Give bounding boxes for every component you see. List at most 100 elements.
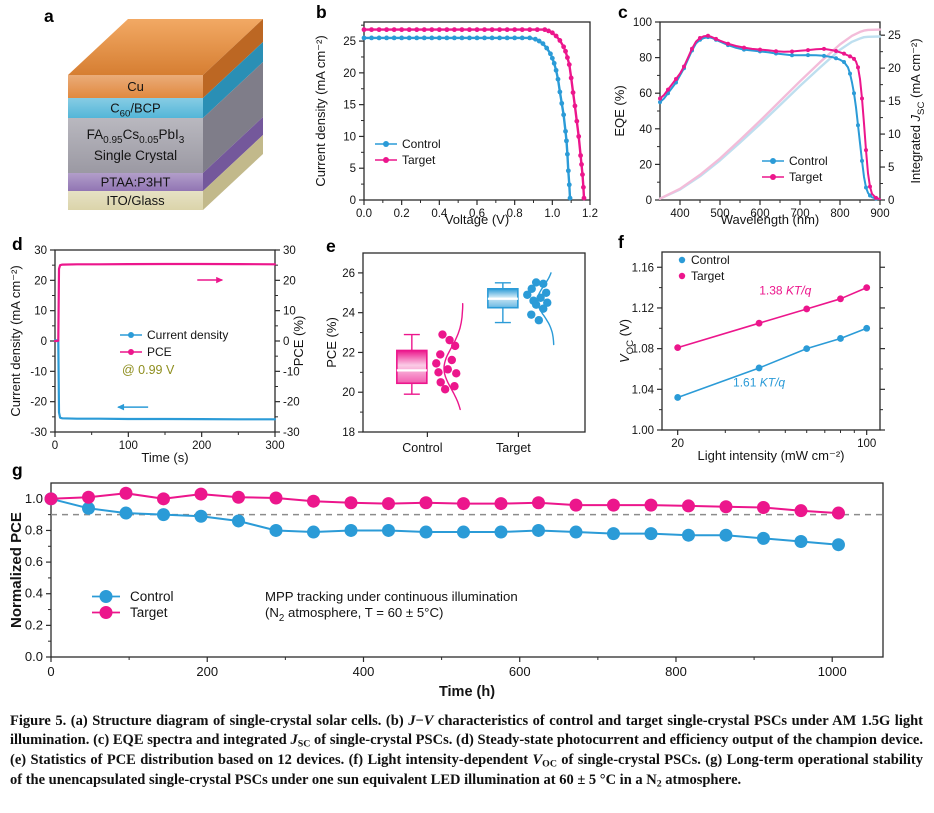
- svg-text:22: 22: [342, 347, 355, 359]
- svg-text:300: 300: [265, 440, 284, 452]
- caption-segment: OC: [542, 758, 557, 770]
- caption-segment: Figure 5. (a) Structure diagram of singl…: [10, 713, 409, 729]
- svg-text:@ 0.99 V: @ 0.99 V: [122, 363, 175, 377]
- panel-d-steady-state-chart: 0 100 200 300-30-20-100102030-30-20-1001020…: [8, 245, 306, 465]
- svg-text:Control: Control: [402, 137, 441, 151]
- svg-text:1.38 KT/q: 1.38 KT/q: [759, 284, 811, 298]
- panel-b-label: b: [316, 2, 327, 22]
- svg-text:Target: Target: [496, 441, 531, 455]
- svg-text:-30: -30: [30, 427, 47, 439]
- svg-text:Current density (mA cm⁻²): Current density (mA cm⁻²): [8, 265, 23, 416]
- svg-text:700: 700: [790, 208, 809, 220]
- svg-text:60: 60: [639, 88, 652, 100]
- svg-text:400: 400: [670, 208, 689, 220]
- svg-text:0.2: 0.2: [25, 617, 43, 632]
- svg-text:600: 600: [509, 664, 531, 679]
- svg-text:900: 900: [870, 208, 889, 220]
- svg-text:1.04: 1.04: [632, 384, 655, 396]
- svg-text:200: 200: [192, 440, 211, 452]
- svg-text:20: 20: [283, 275, 296, 287]
- caption-segment: V: [532, 751, 543, 768]
- svg-text:ITO/Glass: ITO/Glass: [106, 193, 165, 208]
- panel-c-eqe-chart: 400 500 600 700 800 9000204060801000510152025…: [612, 17, 927, 227]
- svg-text:5: 5: [350, 163, 356, 175]
- svg-text:Time (s): Time (s): [141, 450, 188, 465]
- svg-text:0: 0: [646, 195, 652, 207]
- svg-text:Target: Target: [789, 170, 823, 184]
- svg-text:PCE (%): PCE (%): [291, 316, 306, 367]
- svg-text:PTAA:P3HT: PTAA:P3HT: [101, 175, 171, 190]
- svg-text:20: 20: [671, 438, 684, 450]
- svg-text:18: 18: [342, 427, 355, 439]
- svg-text:Cu: Cu: [127, 79, 144, 94]
- svg-text:0.6: 0.6: [25, 554, 43, 569]
- caption-segment: 2: [656, 778, 662, 790]
- svg-text:100: 100: [633, 17, 652, 29]
- svg-text:10: 10: [283, 306, 296, 318]
- svg-text:-20: -20: [283, 397, 300, 409]
- svg-text:20: 20: [34, 275, 47, 287]
- svg-text:24: 24: [342, 308, 355, 320]
- panel-d-label: d: [12, 234, 23, 254]
- caption-segment: SC: [297, 738, 311, 750]
- svg-text:Control: Control: [691, 253, 730, 267]
- caption-segment: J: [290, 731, 298, 748]
- caption-segment: of single-crystal PSCs. (g) Long-term op…: [10, 751, 923, 789]
- svg-text:25: 25: [888, 30, 901, 42]
- svg-text:Wavelength (nm): Wavelength (nm): [721, 212, 820, 227]
- panel-b-jv-chart: 0.0 0.2 0.4 0.6 0.8 1.0 1.2 0 5 10 15 20 25 Voltage (…: [313, 21, 598, 227]
- svg-text:PCE (%): PCE (%): [325, 317, 339, 368]
- svg-text:1.08: 1.08: [632, 344, 654, 356]
- svg-text:0: 0: [283, 336, 289, 348]
- svg-text:Current density (mA cm⁻²): Current density (mA cm⁻²): [313, 35, 328, 186]
- svg-text:PCE: PCE: [147, 345, 172, 359]
- panel-a-label: a: [44, 6, 54, 26]
- svg-text:C60/BCP: C60/BCP: [110, 101, 160, 120]
- panel-f-voc-chart: 20 100 1.00 1.04 1.08 1.12 1.16 Light intensity…: [618, 251, 885, 463]
- svg-text:1.16: 1.16: [632, 262, 654, 274]
- svg-text:20: 20: [342, 387, 355, 399]
- svg-text:0: 0: [888, 195, 894, 207]
- svg-text:VOC (V): VOC (V): [618, 319, 636, 363]
- svg-text:(N2 atmosphere, T = 60 ± 5°C): (N2 atmosphere, T = 60 ± 5°C): [265, 605, 443, 624]
- svg-text:1.0: 1.0: [25, 491, 43, 506]
- svg-text:Normalized PCE: Normalized PCE: [8, 512, 25, 628]
- svg-text:40: 40: [639, 124, 652, 136]
- svg-text:25: 25: [343, 36, 356, 48]
- svg-text:0.0: 0.0: [25, 649, 43, 664]
- panel-g-label: g: [12, 460, 23, 480]
- svg-text:-10: -10: [283, 366, 300, 378]
- svg-text:0: 0: [350, 195, 356, 207]
- svg-text:Integrated JSC (mA cm⁻²): Integrated JSC (mA cm⁻²): [908, 38, 927, 183]
- svg-text:-30: -30: [283, 427, 300, 439]
- panel-g-stability-chart: 0 200 400 600 800 1000 0.0 0.2 0.4 0.6 0.8 1.0 Time …: [8, 482, 884, 700]
- svg-text:1.0: 1.0: [544, 208, 560, 220]
- svg-text:1.12: 1.12: [632, 303, 654, 315]
- svg-text:15: 15: [343, 100, 356, 112]
- svg-text:20: 20: [639, 159, 652, 171]
- svg-text:1.61 KT/q: 1.61 KT/q: [733, 375, 785, 389]
- caption-segment: V: [423, 713, 434, 729]
- svg-text:Light intensity (mW cm⁻²): Light intensity (mW cm⁻²): [698, 448, 845, 463]
- svg-text:Control: Control: [402, 441, 442, 455]
- svg-text:10: 10: [34, 306, 47, 318]
- caption-segment: characteristics of control and target si…: [10, 713, 923, 748]
- svg-text:Target: Target: [691, 269, 725, 283]
- svg-text:0.6: 0.6: [469, 208, 485, 220]
- panel-e-label: e: [326, 236, 336, 256]
- panel-e-pce-box-chart: 18 20 22 24 26 PCE (%) Control Target: [325, 252, 586, 455]
- svg-text:Current density: Current density: [147, 328, 228, 342]
- svg-text:0: 0: [41, 336, 47, 348]
- svg-text:Control: Control: [789, 154, 828, 168]
- svg-text:100: 100: [857, 438, 876, 450]
- svg-text:30: 30: [34, 245, 47, 257]
- svg-text:15: 15: [888, 96, 901, 108]
- svg-text:0.4: 0.4: [431, 208, 448, 220]
- svg-text:1000: 1000: [818, 664, 847, 679]
- svg-text:0.2: 0.2: [394, 208, 410, 220]
- svg-text:1.00: 1.00: [632, 425, 654, 437]
- svg-text:5: 5: [888, 162, 894, 174]
- svg-text:800: 800: [830, 208, 849, 220]
- svg-text:Time (h): Time (h): [439, 684, 495, 700]
